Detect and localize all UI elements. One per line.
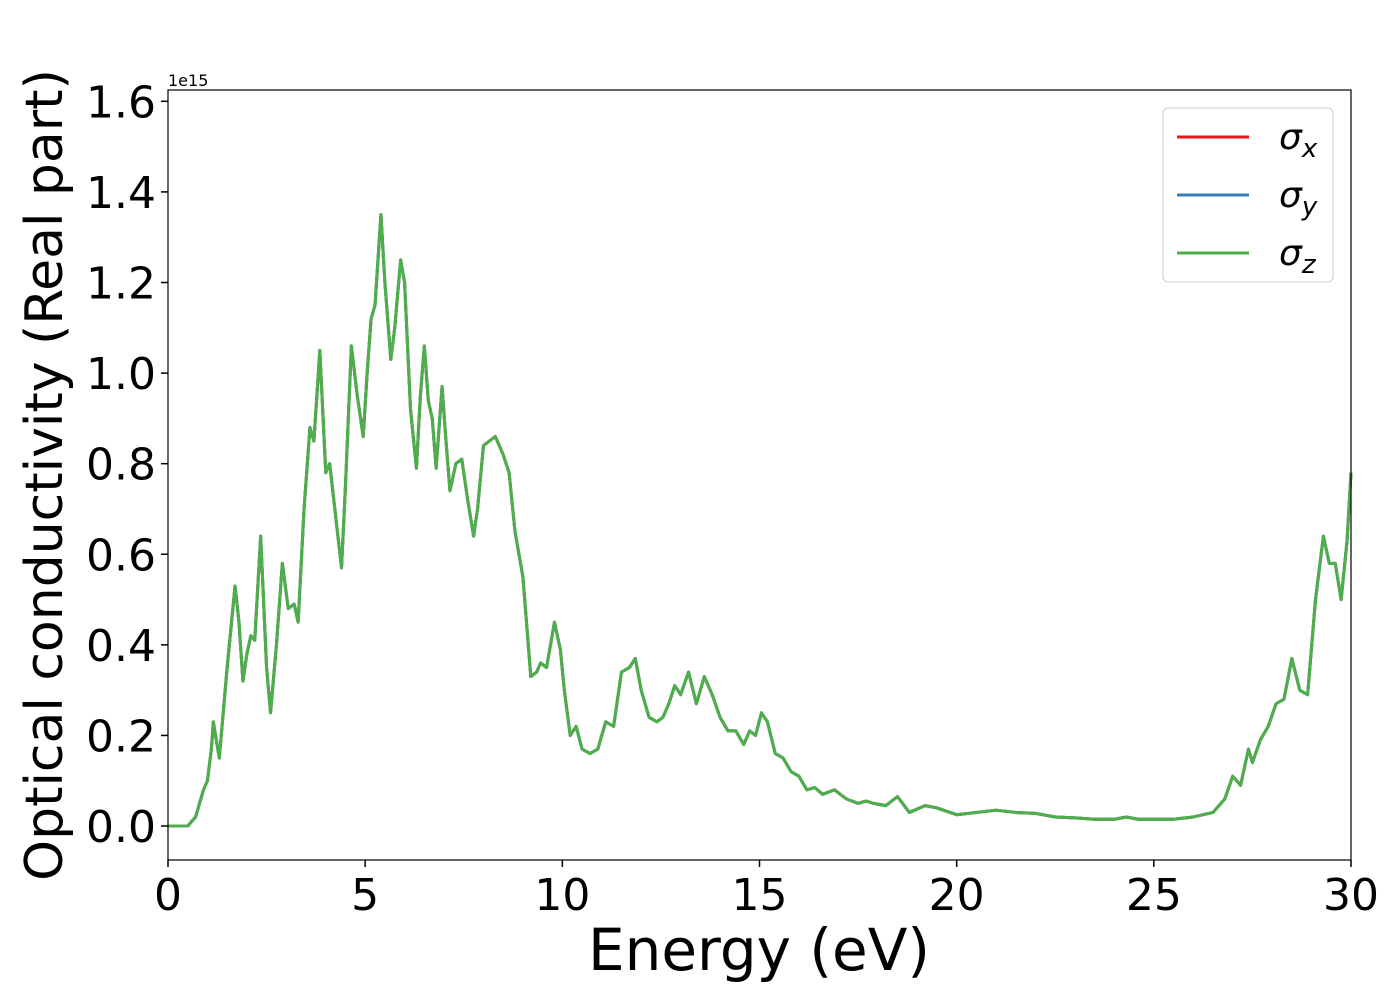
- y-tick-label: 0.0: [86, 802, 156, 853]
- x-tick-label: 30: [1323, 870, 1379, 921]
- y-axis-label: Optical conductivity (Real part): [15, 69, 75, 881]
- y-tick-label: 1.4: [86, 168, 156, 219]
- x-tick-label: 15: [732, 870, 788, 921]
- legend-label: σy: [1279, 175, 1318, 222]
- x-tick-label: 20: [929, 870, 985, 921]
- y-tick-label: 0.6: [86, 530, 156, 581]
- series-line: [168, 213, 1353, 828]
- x-tick-label: 0: [154, 870, 182, 921]
- series-line: [168, 213, 1353, 828]
- y-tick-label: 1.6: [86, 77, 156, 128]
- y-tick-label: 0.2: [86, 711, 156, 762]
- y-tick-label: 1.0: [86, 349, 156, 400]
- x-tick-label: 5: [351, 870, 379, 921]
- y-tick-label: 1.2: [86, 259, 156, 310]
- y-tick-label: 0.8: [86, 440, 156, 491]
- x-tick-label: 10: [534, 870, 590, 921]
- x-axis-label: Energy (eV): [588, 916, 930, 984]
- legend-label: σx: [1279, 117, 1318, 164]
- legend-label: σz: [1279, 233, 1317, 280]
- x-tick-label: 25: [1126, 870, 1182, 921]
- plot-frame: [167, 89, 1352, 861]
- y-tick-label: 0.4: [86, 621, 156, 672]
- series-line: [168, 213, 1353, 828]
- offset-label: 1e15: [168, 71, 208, 90]
